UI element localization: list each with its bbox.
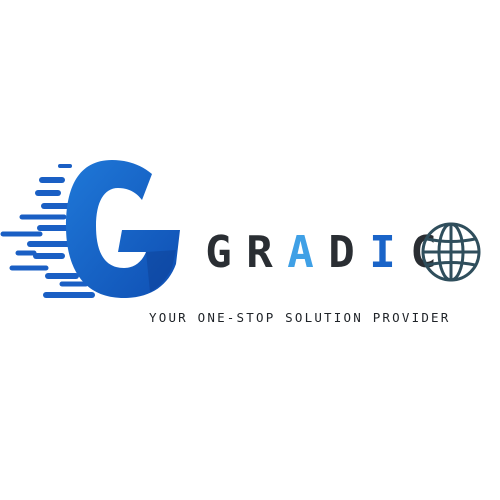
wordmark-letter-r: R <box>246 227 273 278</box>
globe-icon <box>421 222 481 282</box>
wordmark-letter-g: G <box>205 227 232 278</box>
wordmark-letter-i: I <box>369 227 396 278</box>
tagline: YOUR ONE-STOP SOLUTION PROVIDER <box>149 310 451 325</box>
speed-g-icon <box>0 160 180 298</box>
brand-wordmark: G R A D I C <box>198 228 444 278</box>
wordmark-letter-a: A <box>287 227 314 278</box>
wordmark-letter-d: D <box>328 227 355 278</box>
